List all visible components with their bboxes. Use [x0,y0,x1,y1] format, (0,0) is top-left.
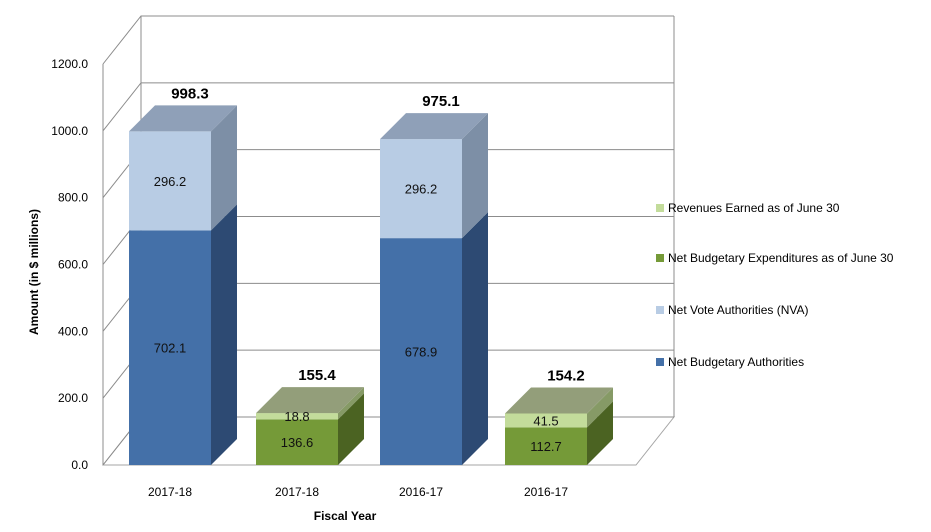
bar-segment-side [462,212,488,465]
legend-label: Net Budgetary Authorities [668,355,804,369]
bar-segment-side [338,393,364,465]
y-tick-label: 400.0 [58,324,88,338]
bar-total-label: 998.3 [171,85,209,102]
x-tick-label: 2017-18 [148,485,192,499]
legend-swatch [656,306,664,314]
segment-value-label: 296.2 [405,182,438,197]
segment-value-label: 296.2 [154,174,187,189]
x-axis-title: Fiscal Year [314,509,377,523]
bar-segment-front [505,427,587,465]
y-tick-label: 200.0 [58,391,88,405]
axes: 0.0 200.0 400.0 600.0 800.0 1000.0 1200.0 2017-… [27,57,568,523]
data-labels: 702.1 296.2 998.3 136.6 18.8 155.4 678.9 296.2 9… [154,85,585,454]
y-tick-label: 0.0 [71,458,88,472]
bar-segment-side [211,204,237,465]
legend-swatch [656,358,664,366]
bar-segment-front [256,419,338,465]
legend-swatch [656,254,664,262]
bar-segment-side [211,105,237,231]
bar-segment-side [587,387,613,428]
bar-segment-side [462,113,488,239]
bar-top-face [129,105,237,132]
legend-label: Net Budgetary Expenditures as of June 30 [668,251,894,265]
x-tick-label: 2016-17 [399,485,443,499]
segment-value-label: 18.8 [284,409,309,424]
bar-top-face [380,113,488,140]
bar-segment-front [380,238,462,465]
bar-segment-front [256,413,338,420]
y-axis-title: Amount (in $ millions) [27,209,41,335]
bar-top-face [505,387,613,414]
bar-segment-side [338,387,364,420]
bar-top-face [256,387,364,414]
bar-segment-front [129,131,211,231]
y-tick-label: 1200.0 [51,57,88,71]
y-tick-label: 1000.0 [51,124,88,138]
x-tick-label: 2016-17 [524,485,568,499]
gridline [102,15,674,65]
bar-segment-front [380,139,462,239]
bar-segment-front [129,230,211,465]
bar-total-label: 975.1 [422,93,460,110]
legend-swatch [656,204,664,212]
y-tick-label: 600.0 [58,258,88,272]
bars [129,105,613,465]
y-tick-label: 800.0 [58,191,88,205]
segment-value-label: 112.7 [530,439,562,454]
bar-total-label: 154.2 [547,367,585,384]
x-tick-label: 2017-18 [275,485,319,499]
segment-value-label: 678.9 [405,345,438,360]
legend-label: Net Vote Authorities (NVA) [668,303,809,317]
segment-value-label: 41.5 [533,413,558,428]
bar-segment-front [505,413,587,428]
segment-value-label: 702.1 [154,341,187,356]
legend-label: Revenues Earned as of June 30 [668,201,840,215]
legend: Revenues Earned as of June 30 Net Budgeta… [656,201,894,369]
segment-value-label: 136.6 [281,435,314,450]
bar-total-label: 155.4 [298,367,336,384]
bar-segment-side [587,401,613,465]
